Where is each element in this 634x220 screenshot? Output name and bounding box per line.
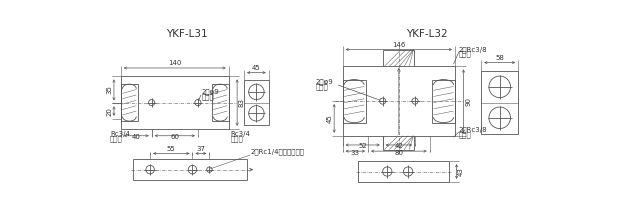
Text: 37: 37: [197, 146, 205, 152]
Text: YKF-L32: YKF-L32: [406, 29, 448, 39]
Text: 2－Rc3/8: 2－Rc3/8: [459, 46, 488, 53]
Bar: [212, 84, 229, 121]
Text: 45: 45: [327, 114, 333, 123]
Bar: [342, 66, 455, 136]
Text: 20: 20: [107, 107, 112, 116]
Text: 2－Rc3/8: 2－Rc3/8: [459, 126, 488, 133]
Text: 146: 146: [392, 42, 406, 48]
Text: 140: 140: [168, 61, 181, 66]
Bar: [121, 77, 229, 129]
Text: 出油口: 出油口: [459, 51, 472, 57]
Bar: [432, 79, 455, 123]
Text: 42: 42: [394, 143, 403, 149]
Bar: [342, 79, 366, 123]
Text: 43: 43: [458, 167, 464, 176]
Text: 安裝孔: 安裝孔: [316, 83, 328, 90]
Text: 45: 45: [252, 65, 261, 71]
Bar: [133, 159, 247, 180]
Text: 52: 52: [358, 143, 367, 149]
Text: 60: 60: [171, 134, 179, 140]
Text: 33: 33: [351, 150, 360, 156]
Text: Rc3/4: Rc3/4: [230, 131, 250, 137]
Text: 35: 35: [107, 86, 112, 94]
Text: 58: 58: [495, 55, 504, 61]
Text: 80: 80: [394, 150, 403, 156]
Text: 55: 55: [167, 146, 176, 152]
Text: 2－φ9: 2－φ9: [202, 88, 219, 95]
Text: 90: 90: [465, 97, 471, 106]
Text: 安裝孔: 安裝孔: [202, 93, 214, 100]
Text: 2－φ9: 2－φ9: [316, 79, 333, 85]
Text: 出油口: 出油口: [230, 136, 243, 142]
Text: 進油口: 進油口: [110, 136, 123, 142]
Text: Rc3/4: Rc3/4: [110, 131, 130, 137]
Text: 40: 40: [132, 134, 141, 140]
Bar: [481, 71, 518, 134]
Text: 83: 83: [238, 98, 245, 107]
Text: YKF-L31: YKF-L31: [166, 29, 208, 39]
Text: 進油口: 進油口: [459, 131, 472, 138]
Bar: [244, 80, 269, 125]
Bar: [121, 84, 138, 121]
Text: 2－Rc1/4控制回路接口: 2－Rc1/4控制回路接口: [251, 148, 305, 155]
Bar: [358, 161, 449, 182]
